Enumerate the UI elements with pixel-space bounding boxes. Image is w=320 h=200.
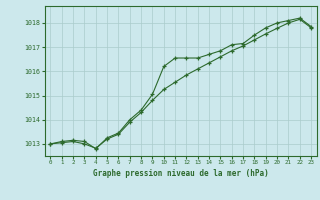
X-axis label: Graphe pression niveau de la mer (hPa): Graphe pression niveau de la mer (hPa) [93, 169, 269, 178]
